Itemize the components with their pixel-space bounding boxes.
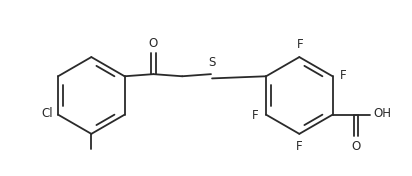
Text: O: O [149, 37, 158, 50]
Text: F: F [296, 140, 303, 153]
Text: F: F [297, 38, 304, 51]
Text: O: O [351, 140, 360, 153]
Text: F: F [340, 69, 346, 82]
Text: F: F [252, 109, 259, 122]
Text: S: S [208, 56, 215, 69]
Text: Cl: Cl [41, 107, 53, 120]
Text: OH: OH [373, 107, 391, 120]
